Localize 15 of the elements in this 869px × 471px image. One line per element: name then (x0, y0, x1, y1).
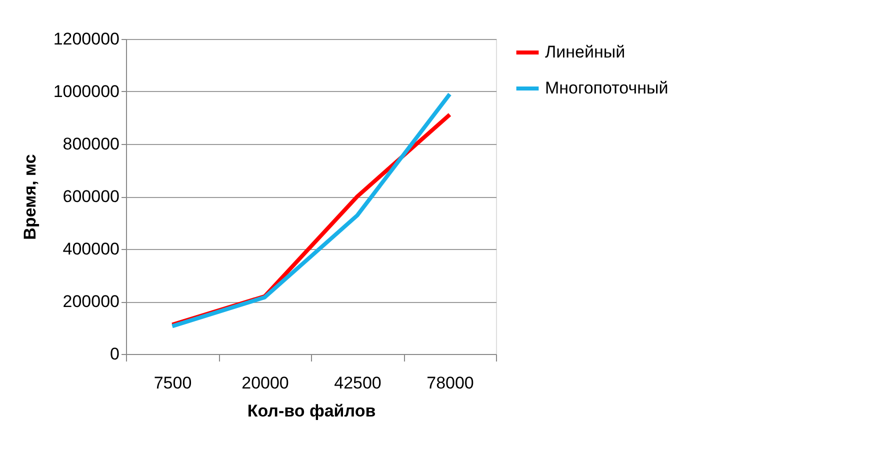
legend-label: Линейный (545, 42, 626, 62)
x-axis-title: Кол-во файлов (247, 402, 376, 420)
x-tick-label: 20000 (242, 374, 289, 392)
y-tick-label: 0 (110, 344, 120, 364)
y-tick-label: 1000000 (53, 82, 120, 101)
y-tick-label: 1200000 (53, 30, 120, 48)
y-tick-label: 400000 (62, 240, 120, 258)
x-tick-label: 42500 (334, 374, 382, 392)
y-tick-label: 200000 (62, 292, 120, 311)
y-tick-label: 600000 (62, 187, 120, 206)
x-tick-label: 78000 (426, 374, 474, 392)
legend-label: Многопоточный (545, 78, 668, 98)
x-tick-label: 7500 (154, 374, 192, 392)
y-axis-title: Время, мс (20, 154, 40, 240)
y-tick-label: 800000 (62, 134, 120, 154)
